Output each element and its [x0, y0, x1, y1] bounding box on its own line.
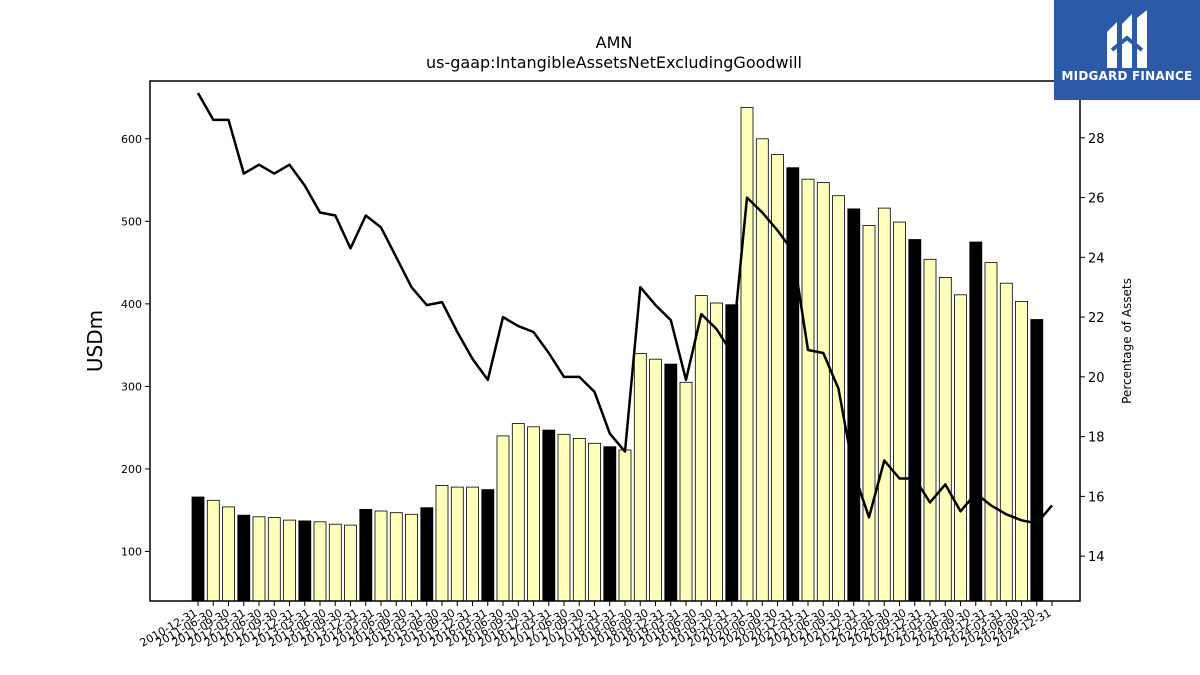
y-left-tick-label-600: 600 [121, 133, 142, 146]
bar-2015-09-30 [481, 489, 495, 602]
y-right-tick-label-14: 14 [1088, 550, 1105, 565]
y-axis-left: 100 200 300 400 500 600 [121, 133, 150, 558]
bar-2017-09-30 [603, 446, 617, 602]
y-right-tick-label-28: 28 [1088, 132, 1105, 147]
bar-2018-09-30 [664, 363, 678, 602]
bar-2018-12-31 [679, 381, 693, 602]
bar-2020-06-30 [771, 154, 784, 602]
bar-2019-03-31 [694, 295, 708, 602]
bar-2012-03-31 [267, 517, 281, 602]
bar-2014-03-31 [389, 512, 403, 602]
bar-2022-12-31 [923, 258, 937, 602]
y-right-tick-label-22: 22 [1088, 311, 1105, 326]
y-axis-right: 14 16 18 20 22 24 26 28 [1080, 132, 1105, 565]
brand-logo: MIDGARD FINANCE [1054, 0, 1200, 100]
bar-2023-06-30 [954, 294, 967, 602]
bar-2016-12-31 [557, 433, 571, 602]
chart-title: AMN [596, 33, 633, 52]
bar-2022-09-30 [908, 239, 922, 602]
bar-2017-12-31 [618, 449, 632, 602]
bar-2012-09-30 [298, 520, 312, 602]
bar-2011-06-30 [222, 506, 235, 602]
y-left-tick-label-400: 400 [121, 298, 142, 311]
y-right-tick-label-24: 24 [1088, 251, 1105, 266]
bar-2017-06-30 [588, 442, 601, 602]
bar-2020-12-31 [801, 178, 815, 602]
bar-2018-06-30 [649, 358, 662, 602]
bar-2016-03-31 [511, 423, 525, 602]
bar-2015-12-31 [496, 435, 510, 602]
line-series-group [196, 92, 1053, 525]
bar-2021-03-31 [816, 182, 830, 602]
y-right-tick-label-26: 26 [1088, 192, 1105, 207]
bar-2011-09-30 [237, 514, 251, 602]
bar-2013-09-30 [359, 508, 373, 602]
bar-2021-09-30 [847, 208, 861, 602]
bar-2012-12-31 [313, 521, 327, 602]
bar-2015-06-30 [466, 486, 479, 602]
bar-2024-09-30 [1030, 319, 1044, 602]
y-left-tick-label-200: 200 [121, 463, 142, 476]
y-right-tick-label-20: 20 [1088, 371, 1105, 386]
bar-2023-03-31 [938, 276, 952, 602]
bar-2013-12-31 [374, 510, 388, 602]
midgard-logo-icon [1107, 10, 1147, 68]
bar-2016-06-30 [527, 426, 540, 602]
percentage-line [196, 92, 1053, 525]
bar-2024-06-30 [1015, 300, 1028, 602]
plot-frame [149, 80, 1081, 602]
y-left-tick-label-300: 300 [121, 380, 142, 393]
bar-2023-09-30 [969, 241, 983, 602]
bar-2018-03-31 [633, 352, 647, 602]
y-axis-left-label: USDm [83, 310, 107, 372]
bar-2014-09-30 [420, 507, 434, 602]
bar-2012-06-30 [283, 519, 296, 602]
bar-2011-03-31 [206, 499, 220, 602]
bar-2021-06-30 [832, 195, 845, 602]
bar-2017-03-31 [572, 437, 586, 602]
bar-2023-12-31 [984, 262, 998, 602]
x-axis: 2010-12-312011-06-302011-09-302012-03-31… [138, 601, 1054, 650]
bar-2014-12-31 [435, 484, 449, 602]
y-axis-right-label: Percentage of Assets [1120, 278, 1134, 404]
bar-2014-06-30 [405, 513, 418, 602]
bar-2016-09-30 [542, 429, 556, 602]
bar-2013-06-30 [344, 524, 357, 602]
bar-2011-12-31 [252, 516, 266, 602]
bar-2013-03-31 [328, 523, 342, 602]
y-left-tick-label-500: 500 [121, 215, 142, 228]
logo-text: MIDGARD FINANCE [1061, 69, 1193, 83]
bar-2010-12-31 [191, 496, 205, 602]
y-right-tick-label-18: 18 [1088, 431, 1105, 446]
bar-2020-09-30 [786, 167, 800, 602]
bar-2015-03-31 [450, 486, 464, 602]
y-left-tick-label-100: 100 [121, 545, 142, 558]
bar-2019-06-30 [710, 302, 723, 602]
bar-series [191, 107, 1044, 602]
bar-2019-12-31 [740, 107, 754, 602]
bar-2024-03-31 [999, 282, 1013, 602]
y-right-tick-label-16: 16 [1088, 490, 1105, 505]
bar-2022-06-30 [893, 221, 906, 602]
bar-2021-12-31 [862, 224, 876, 602]
chart-subtitle: us-gaap:IntangibleAssetsNetExcludingGood… [426, 53, 802, 72]
bar-2022-03-31 [877, 207, 891, 602]
